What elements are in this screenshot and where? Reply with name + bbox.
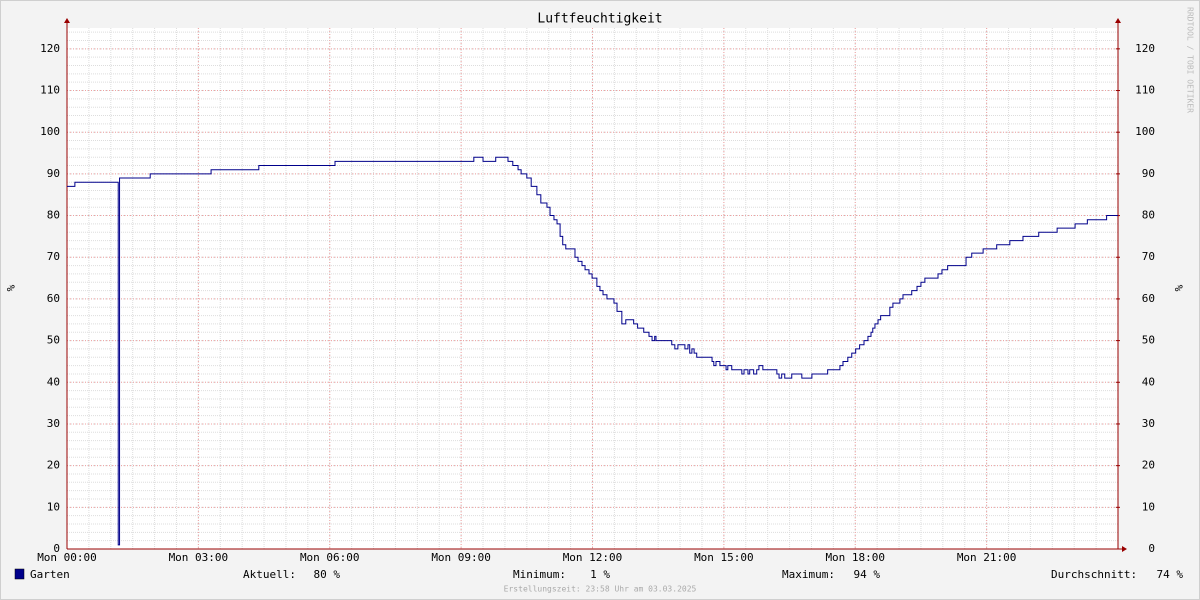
x-tick-label: Mon 06:00 xyxy=(300,551,360,564)
y-tick-label: 30 xyxy=(47,417,60,430)
y-tick-label: 80 xyxy=(47,209,60,222)
line xyxy=(67,156,1118,546)
y2-tick-label: 20 xyxy=(1142,459,1155,472)
footer: Erstellungszeit: 23:58 Uhr am 03.03.2025 xyxy=(504,585,697,594)
stat-value: 94 % xyxy=(854,568,881,581)
y2-tick-label: 100 xyxy=(1135,125,1155,138)
stat-label: Aktuell: xyxy=(243,568,296,581)
y2-axis-label: % xyxy=(1172,285,1185,292)
x-tick-label: Mon 18:00 xyxy=(825,551,885,564)
stat-value: 1 % xyxy=(590,568,610,581)
stat-value: 80 % xyxy=(314,568,341,581)
y2-tick-label: 120 xyxy=(1135,42,1155,55)
axis-arrow xyxy=(64,18,70,23)
y2-tick-label: 70 xyxy=(1142,250,1155,263)
y-tick-label: 120 xyxy=(40,42,60,55)
y2-tick-label: 0 xyxy=(1148,542,1155,555)
y2-tick-label: 30 xyxy=(1142,417,1155,430)
y-tick-label: 50 xyxy=(47,334,60,347)
axis-arrow xyxy=(1122,546,1127,552)
axis-arrow xyxy=(1115,18,1121,23)
x-tick-label: Mon 21:00 xyxy=(957,551,1017,564)
stat-label: Minimum: xyxy=(513,568,566,581)
y-tick-label: 90 xyxy=(47,167,60,180)
y-tick-label: 100 xyxy=(40,125,60,138)
watermark: RRDTOOL / TOBI OETIKER xyxy=(1186,7,1195,113)
stat-value: 74 % xyxy=(1157,568,1184,581)
y-tick-label: 10 xyxy=(47,500,60,513)
x-tick-label: Mon 12:00 xyxy=(563,551,623,564)
y-axis-label: % xyxy=(4,285,17,292)
y-tick-label: 60 xyxy=(47,292,60,305)
stat-label: Durchschnitt: xyxy=(1051,568,1137,581)
y-tick-label: 110 xyxy=(40,84,60,97)
y-tick-label: 40 xyxy=(47,375,60,388)
y2-tick-label: 80 xyxy=(1142,209,1155,222)
y2-tick-label: 10 xyxy=(1142,500,1155,513)
y2-tick-label: 40 xyxy=(1142,375,1155,388)
y-tick-label: 0 xyxy=(53,542,60,555)
chart-title: Luftfeuchtigkeit xyxy=(537,12,662,27)
x-tick-label: Mon 09:00 xyxy=(431,551,491,564)
y-tick-label: 20 xyxy=(47,459,60,472)
x-tick-label: Mon 00:00 xyxy=(37,551,97,564)
y2-tick-label: 90 xyxy=(1142,167,1155,180)
x-tick-label: Mon 15:00 xyxy=(694,551,754,564)
legend-label: Garten xyxy=(30,568,70,581)
x-tick-label: Mon 03:00 xyxy=(169,551,229,564)
stat-label: Maximum: xyxy=(782,568,835,581)
y-tick-label: 70 xyxy=(47,250,60,263)
y2-tick-label: 110 xyxy=(1135,84,1155,97)
legend-swatch xyxy=(14,568,25,580)
y2-tick-label: 60 xyxy=(1142,292,1155,305)
y2-tick-label: 50 xyxy=(1142,334,1155,347)
